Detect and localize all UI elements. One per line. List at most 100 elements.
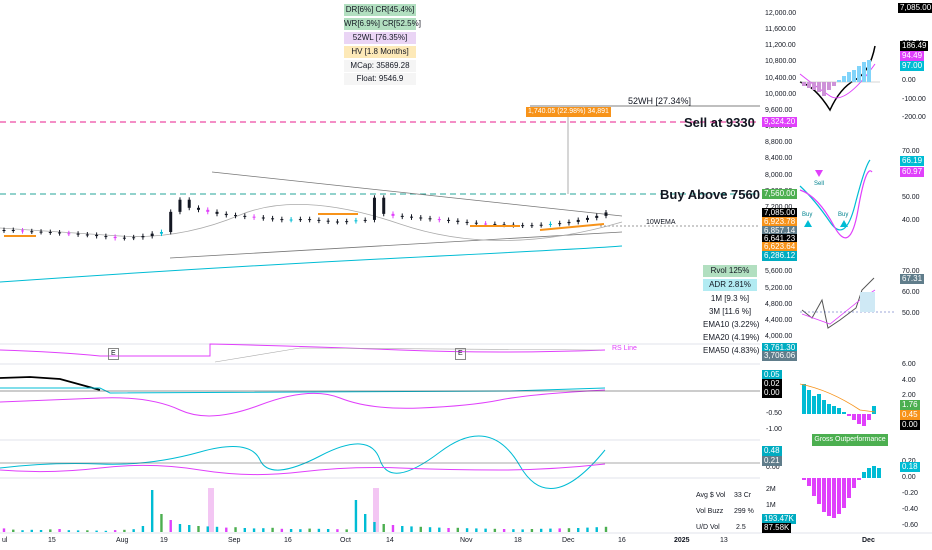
candle-body	[567, 221, 571, 224]
candle-body	[178, 199, 182, 212]
mini2-axis-label: 70.00	[902, 148, 920, 155]
volume-bar	[160, 514, 163, 532]
candle-body	[530, 225, 534, 227]
volume-bar	[252, 528, 256, 532]
volume-bar	[289, 529, 293, 532]
ind2-axis-label: -0.50	[766, 410, 782, 417]
volume-bar	[30, 529, 33, 532]
volume-bar	[354, 500, 358, 532]
earnings-band	[373, 488, 379, 532]
mini4-tag: 0.00	[900, 420, 920, 430]
candle-body	[169, 211, 173, 233]
mini5-axis-label: -0.40	[902, 506, 918, 513]
mini3-fill	[860, 292, 875, 312]
mini4-bar	[852, 414, 856, 420]
volume-bar	[206, 526, 209, 532]
mini4-bar	[862, 414, 866, 426]
price-axis-label: 4,800.00	[765, 300, 793, 308]
ud-vol-label: U/D Vol	[696, 524, 720, 531]
candle-body	[326, 220, 330, 222]
volume-bar	[577, 528, 580, 532]
mini5-axis-label: 0.00	[902, 474, 916, 481]
time-axis-label: Nov	[460, 537, 473, 544]
mini1-bars	[802, 60, 871, 96]
candle-body	[419, 217, 423, 219]
float-text: Float: 9546.9	[344, 73, 416, 85]
mini3-tag: 67.31	[900, 274, 925, 284]
mini2-axis-label: 40.00	[902, 217, 920, 224]
dr-cr-badge: DR[6%] CR[45.4%]	[344, 4, 416, 16]
ema-long-line	[0, 245, 623, 283]
volume-bar	[308, 528, 311, 532]
hv-badge: HV [1.8 Months]	[344, 46, 416, 58]
mini5-bar	[817, 478, 821, 504]
price-axis-label: 5,200.00	[765, 284, 793, 292]
candle-body	[585, 217, 589, 220]
volume-bar	[113, 530, 117, 532]
mcap-text: MCap: 35869.28	[344, 60, 416, 72]
candle-body	[372, 197, 376, 220]
price-axis-label: 5,600.00	[765, 268, 793, 276]
time-axis-label: 2025	[674, 537, 690, 544]
ema-label: 10WEMA	[646, 219, 676, 226]
candle-body	[141, 236, 145, 238]
mini1-tag: 97.00	[900, 61, 925, 71]
rs-line-label: RS Line	[612, 345, 637, 352]
candle-body	[11, 230, 15, 232]
indicator-black-line	[0, 376, 101, 391]
candle-body	[595, 215, 599, 218]
candle-body	[428, 218, 432, 220]
ind3-tag-b: 0.21	[762, 456, 782, 466]
volume-bar	[104, 530, 108, 532]
volume-bar	[401, 526, 404, 532]
volume-bar	[197, 526, 200, 532]
mini-panel-3	[800, 277, 895, 329]
volume-bar	[95, 530, 98, 532]
candle-body	[447, 219, 451, 221]
volume-bar	[539, 528, 543, 532]
ema-tag-d: 6,623.64	[762, 242, 798, 252]
price-axis-label: 7,200.00	[765, 204, 792, 211]
volume-bar	[326, 529, 330, 532]
ema-tag-c: 6,641.23	[762, 234, 798, 244]
mini1-tag: 186.49	[900, 41, 929, 51]
mini5-bar	[862, 472, 866, 478]
ud-vol-value: 2.5	[736, 524, 746, 531]
mini2-tag: 66.19	[900, 156, 925, 166]
volume-bar	[595, 527, 598, 532]
earnings-marker: E	[455, 348, 466, 360]
mini4-axis-label: 4.00	[902, 376, 916, 384]
mini4-bar	[802, 384, 806, 414]
candle-body	[391, 213, 395, 216]
buy-annotation: Buy Above 7560	[660, 187, 760, 202]
mini5-bar	[867, 468, 871, 478]
ema-tag-a: 6,923.78	[762, 217, 798, 227]
candle-body	[548, 223, 552, 225]
candle-body	[484, 223, 488, 225]
volume-bar	[549, 528, 552, 532]
candle-body	[539, 224, 543, 226]
volume-bar	[475, 528, 478, 532]
candle-body	[58, 232, 62, 234]
volume-bar	[12, 529, 15, 532]
ema50-text: EMA50 (4.83%)	[703, 346, 760, 355]
candle-body	[104, 236, 108, 238]
price-axis-label: 4,000.00	[765, 333, 793, 340]
mini1-tag: 94.49	[900, 51, 925, 61]
mini1-bar	[812, 82, 816, 90]
candle-body	[382, 197, 386, 214]
candle-body	[196, 207, 200, 210]
buy-price-tag: 7,560.00	[762, 189, 798, 199]
ema-tag-b: 6,857.14	[762, 226, 798, 236]
price-axis-label: 9,600.00	[765, 106, 793, 114]
mini4-tag: 1.76	[900, 400, 920, 410]
wh52-label: 52WH [27.34%]	[628, 96, 692, 106]
indicator3-magenta-line	[0, 463, 606, 476]
candle-body	[234, 215, 238, 217]
mini5-bar	[812, 478, 816, 496]
volume-bar	[132, 529, 135, 532]
mini5-bar	[877, 468, 881, 478]
candle-body	[132, 237, 136, 239]
mini4-bar	[827, 404, 831, 414]
